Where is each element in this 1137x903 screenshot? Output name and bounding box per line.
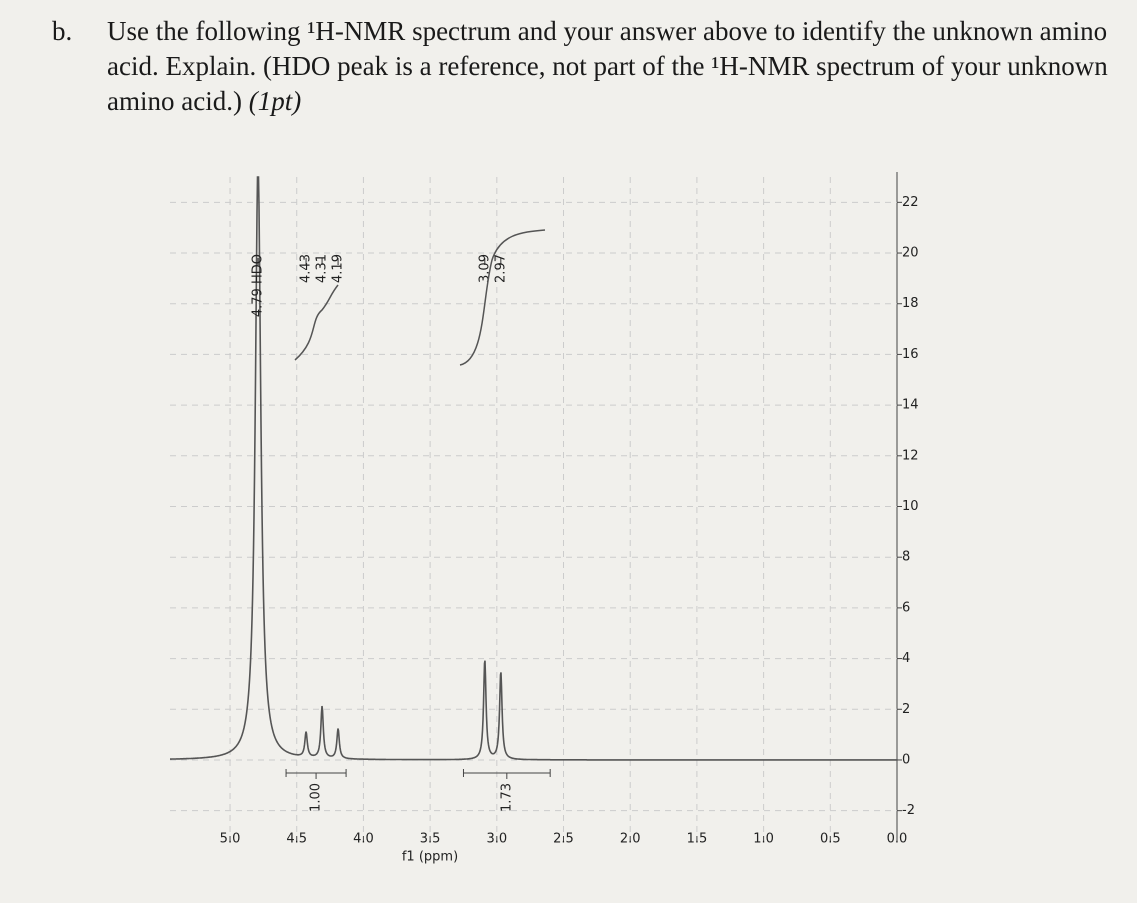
- integral-label: 1.73: [499, 783, 514, 812]
- y2-tick-label: 8: [902, 550, 910, 565]
- integral-curve: [459, 229, 546, 366]
- x-tick-label: 0.5: [820, 832, 841, 847]
- peak-label: 4.79 HDO: [251, 254, 266, 317]
- question-body: Use the following ¹H-NMR spectrum and yo…: [107, 14, 1112, 119]
- peak-label: 4.43: [299, 254, 314, 283]
- y2-tick-label: 10: [902, 499, 919, 514]
- y2-tick-label: 12: [902, 448, 919, 463]
- x-tick-label: 1.0: [753, 832, 774, 847]
- y2-tick-label: 14: [902, 398, 919, 413]
- x-tick-label: 5.0: [220, 832, 241, 847]
- y2-tick-label: 4: [902, 651, 910, 666]
- y2-tick-label: 2: [902, 702, 910, 717]
- question: b. Use the following ¹H-NMR spectrum and…: [52, 14, 1112, 119]
- peak-label: 2.97: [493, 254, 508, 283]
- x-tick-label: 4.5: [286, 832, 307, 847]
- integral-label: 1.00: [309, 783, 324, 812]
- y2-tick-label: -2: [902, 803, 915, 818]
- y2-tick-label: 20: [902, 246, 919, 261]
- x-tick-label: 4.0: [353, 832, 374, 847]
- integral-curve: [294, 284, 339, 361]
- x-tick-label: 1.5: [687, 832, 708, 847]
- x-tick-label: 0.0: [887, 832, 908, 847]
- peak-label: 4.19: [331, 254, 346, 283]
- x-tick-label: 3.5: [420, 832, 441, 847]
- question-points: (1pt): [248, 86, 302, 116]
- x-tick-label: 2.0: [620, 832, 641, 847]
- x-axis-label: f1 (ppm): [402, 850, 458, 865]
- x-tick-label: 2.5: [553, 832, 574, 847]
- y2-tick-label: 0: [902, 752, 910, 767]
- y2-tick-label: 22: [902, 195, 919, 210]
- spectrum-line: [170, 176, 897, 761]
- x-tick-label: 3.0: [486, 832, 507, 847]
- y2-tick-label: 6: [902, 600, 910, 615]
- y2-tick-label: 18: [902, 296, 919, 311]
- question-label: b.: [52, 16, 73, 46]
- question-text: Use the following ¹H-NMR spectrum and yo…: [107, 16, 1108, 116]
- peak-label: 4.31: [315, 254, 330, 283]
- y2-tick-label: 16: [902, 347, 919, 362]
